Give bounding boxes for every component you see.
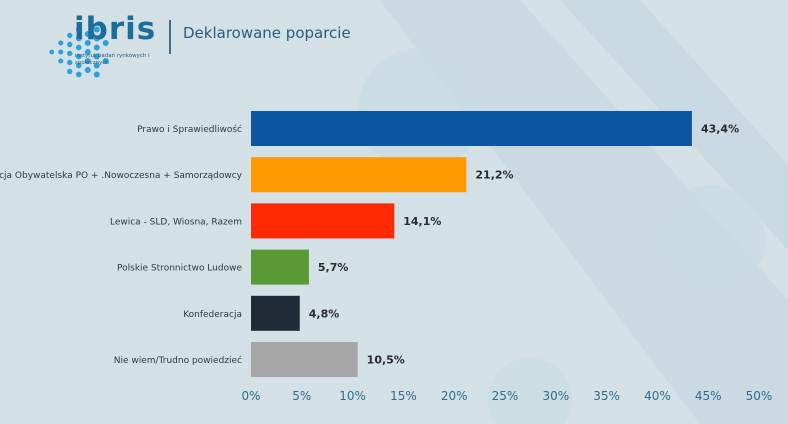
bar	[251, 157, 467, 193]
ibris-logo	[49, 26, 109, 78]
x-tick-label: 25%	[492, 389, 519, 403]
category-label: Konfederacja	[183, 310, 242, 320]
category-label: Lewica - SLD, Wiosna, Razem	[110, 217, 242, 227]
bar	[251, 342, 358, 377]
bar	[251, 111, 692, 146]
data-label: 5,7%	[318, 261, 349, 274]
x-tick-label: 15%	[390, 389, 417, 403]
category-label: Koalicja Obywatelska PO + .Nowoczesna + …	[0, 171, 243, 181]
category-label: Nie wiem/Trudno powiedzieć	[114, 355, 242, 366]
data-label: 4,8%	[309, 307, 340, 320]
data-label: 14,1%	[403, 215, 441, 228]
brand-name: ibris	[74, 11, 157, 47]
x-tick-label: 50%	[746, 389, 773, 403]
x-tick-label: 45%	[695, 389, 722, 403]
brand-subtitle: instytut badań rynkowych i społecznych	[75, 53, 150, 66]
data-label: 21,2%	[475, 169, 513, 182]
bar	[251, 295, 300, 331]
x-tick-label: 0%	[241, 389, 260, 403]
header-divider	[169, 20, 171, 54]
x-tick-label: 5%	[292, 389, 311, 403]
x-tick-label: 10%	[339, 389, 366, 403]
x-tick-label: 35%	[593, 389, 620, 403]
data-label: 43,4%	[701, 123, 739, 136]
category-label: Prawo i Sprawiedliwość	[137, 124, 242, 135]
bar	[251, 203, 395, 239]
x-tick-label: 30%	[542, 389, 569, 403]
page-title: Deklarowane poparcie	[183, 24, 351, 42]
data-label: 10,5%	[367, 354, 405, 367]
bar	[251, 249, 309, 285]
category-label: Polskie Stronnictwo Ludowe	[117, 264, 242, 274]
x-tick-label: 40%	[644, 389, 671, 403]
x-tick-label: 20%	[441, 389, 468, 403]
